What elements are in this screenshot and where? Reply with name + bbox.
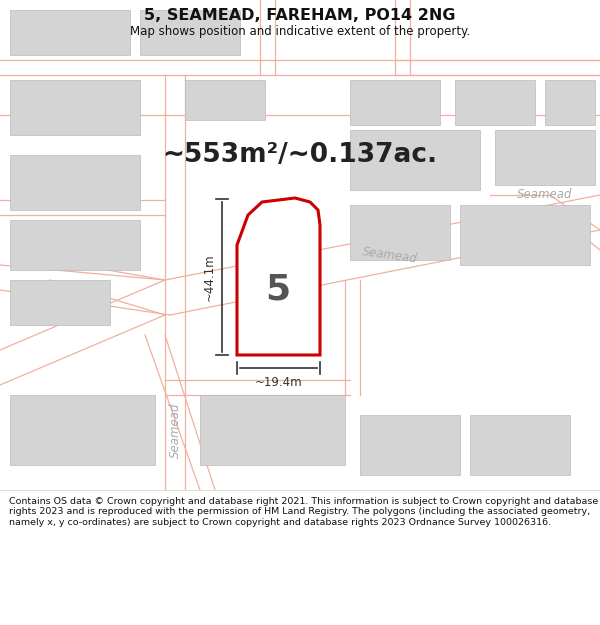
Polygon shape — [10, 395, 155, 465]
Polygon shape — [495, 130, 595, 185]
Polygon shape — [10, 80, 140, 135]
Polygon shape — [350, 205, 450, 260]
Text: Map shows position and indicative extent of the property.: Map shows position and indicative extent… — [130, 26, 470, 39]
Polygon shape — [350, 130, 480, 190]
Polygon shape — [10, 220, 140, 270]
Text: ~553m²/~0.137ac.: ~553m²/~0.137ac. — [163, 142, 437, 168]
Polygon shape — [200, 395, 345, 465]
Polygon shape — [237, 198, 320, 355]
Polygon shape — [470, 415, 570, 475]
Text: Contains OS data © Crown copyright and database right 2021. This information is : Contains OS data © Crown copyright and d… — [9, 497, 598, 526]
Polygon shape — [140, 10, 240, 55]
Text: Seamead: Seamead — [362, 245, 418, 265]
Polygon shape — [10, 10, 130, 55]
Polygon shape — [350, 80, 440, 125]
Polygon shape — [185, 80, 265, 120]
Polygon shape — [460, 205, 590, 265]
Text: 5, SEAMEAD, FAREHAM, PO14 2NG: 5, SEAMEAD, FAREHAM, PO14 2NG — [144, 8, 456, 22]
Polygon shape — [545, 80, 595, 125]
Polygon shape — [10, 155, 140, 210]
Polygon shape — [360, 415, 460, 475]
Polygon shape — [455, 80, 535, 125]
Text: Seamead: Seamead — [169, 402, 182, 458]
Text: 5: 5 — [265, 273, 290, 307]
Text: Seamead: Seamead — [517, 189, 573, 201]
Text: ~44.1m: ~44.1m — [203, 253, 215, 301]
Text: ~19.4m: ~19.4m — [254, 376, 302, 389]
Polygon shape — [10, 280, 110, 325]
